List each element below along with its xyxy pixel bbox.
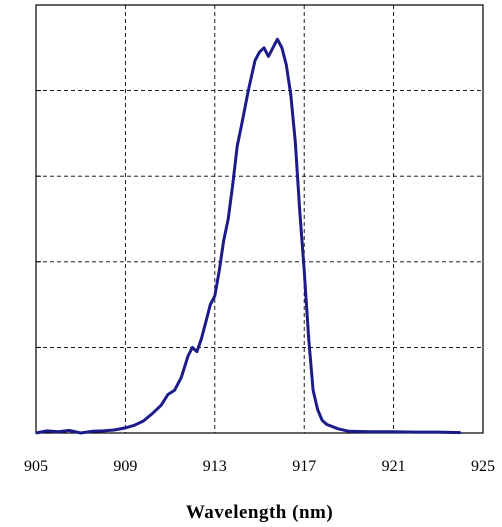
spectrum-data-point [370, 430, 373, 433]
spectrum-data-point [167, 393, 169, 396]
spectrum-data-point [68, 429, 71, 432]
spectrum-data-point [289, 94, 292, 96]
spectrum-data-point [173, 389, 176, 392]
spectrum-data-point [222, 239, 225, 242]
series-layer [35, 37, 462, 435]
spectrum-data-point [258, 51, 261, 53]
spectrum-data-point [272, 47, 274, 49]
spectrum-data-point [312, 389, 314, 392]
spectrum-data-point [267, 55, 270, 58]
spectrum-data-point [191, 346, 194, 349]
spectrum-data-point [336, 427, 339, 430]
spectrum-data-point [316, 408, 319, 411]
spectrum-data-point [294, 141, 297, 143]
x-tick-label: 913 [203, 458, 227, 475]
spectrum-data-point [180, 376, 183, 379]
spectrum-data-point [240, 124, 243, 126]
spectrum-data-point [91, 430, 93, 433]
spectrum-data-point [79, 432, 82, 434]
spectrum-data-point [325, 423, 328, 426]
spectrum-data-point [187, 355, 189, 357]
x-tick-labels: 905 909 913 917 921 925 [24, 458, 495, 475]
spectrum-data-point [124, 427, 127, 429]
spectrum-data-point [209, 303, 212, 306]
x-tick-label: 925 [471, 458, 495, 475]
plot-area-frame [35, 4, 484, 434]
spectrum-data-point [227, 218, 230, 220]
x-tick-label: 917 [292, 458, 316, 475]
grid-lines [36, 5, 483, 433]
spectrum-data-point [437, 431, 440, 433]
spectrum-data-point [160, 404, 162, 406]
spectrum-data-point [57, 430, 60, 433]
spectrum-data-point [254, 59, 256, 62]
spectrum-data-point [113, 429, 116, 431]
spectrum-data-point [392, 430, 395, 433]
spectrum-data-point [247, 89, 250, 92]
x-tick-label: 909 [113, 458, 137, 475]
spectrum-data-point [196, 350, 198, 353]
spectrum-data-point [205, 320, 207, 323]
spectrum-data-point [218, 269, 221, 272]
spectrum-data-point [276, 38, 279, 41]
spectrum-data-point [200, 338, 203, 340]
spectrum-data-point [281, 47, 283, 49]
spectrum-data-point [298, 209, 301, 212]
spectrum-data-point [348, 430, 350, 433]
spectrum-data-point [303, 269, 306, 272]
spectrum-data-point [133, 424, 136, 427]
spectrum-data-point [321, 419, 323, 421]
spectrum-data-point [102, 430, 104, 432]
spectrum-data-point [231, 183, 234, 186]
spectrum-data-point [285, 64, 288, 66]
spectrum-data-point [415, 431, 417, 433]
spectrum-data-point [307, 338, 310, 340]
spectrum-data-point [151, 412, 154, 415]
x-tick-label: 921 [382, 458, 406, 475]
spectrum-data-point [35, 432, 37, 434]
spectrum-data-point [46, 430, 48, 432]
spectrum-data-point [459, 431, 462, 434]
x-tick-label: 905 [24, 458, 48, 475]
spectrum-data-point [214, 295, 216, 297]
spectrum-data-point [236, 145, 238, 148]
spectrum-data-point [263, 47, 265, 49]
x-axis-title: Wavelength (nm) [186, 502, 333, 523]
spectrum-series-line [35, 37, 461, 435]
spectrum-data-point [142, 420, 145, 422]
